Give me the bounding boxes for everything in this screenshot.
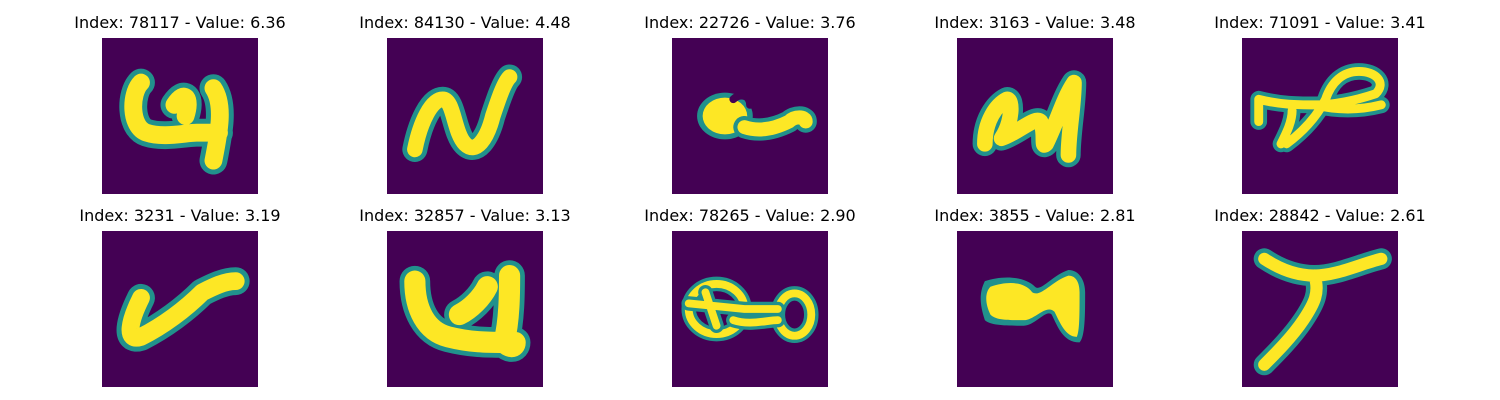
panel-title: Index: 84130 - Value: 4.48 [359, 13, 571, 32]
panel-5: Index: 71091 - Value: 3.41 [1190, 13, 1450, 203]
panel-2: Index: 84130 - Value: 4.48 [335, 13, 595, 203]
panel-title: Index: 22726 - Value: 3.76 [644, 13, 856, 32]
digit-image-m-like [957, 231, 1113, 387]
digit-image-loop-like [1242, 38, 1398, 194]
panel-title: Index: 3231 - Value: 3.19 [79, 206, 281, 225]
panel-7: Index: 32857 - Value: 3.13 [335, 206, 595, 396]
panel-1: Index: 78117 - Value: 6.36 [50, 13, 310, 203]
panel-title: Index: 71091 - Value: 3.41 [1214, 13, 1426, 32]
panel-8: Index: 78265 - Value: 2.90 [620, 206, 880, 396]
digit-image-n-like [387, 38, 543, 194]
panel-title: Index: 3163 - Value: 3.48 [934, 13, 1136, 32]
panel-title: Index: 32857 - Value: 3.13 [359, 206, 571, 225]
digit-image-a-like [672, 38, 828, 194]
digit-image-double-o-like [672, 231, 828, 387]
panel-title: Index: 78117 - Value: 6.36 [74, 13, 286, 32]
panel-9: Index: 3855 - Value: 2.81 [905, 206, 1165, 396]
panel-title: Index: 78265 - Value: 2.90 [644, 206, 856, 225]
panel-title: Index: 3855 - Value: 2.81 [934, 206, 1136, 225]
digit-image-v-like [102, 231, 258, 387]
digit-image-cursive-like [957, 38, 1113, 194]
digit-image-y-like [1242, 231, 1398, 387]
panel-10: Index: 28842 - Value: 2.61 [1190, 206, 1450, 396]
digit-image-9-like [102, 38, 258, 194]
panel-title: Index: 28842 - Value: 2.61 [1214, 206, 1426, 225]
digit-image-u-like [387, 231, 543, 387]
panel-6: Index: 3231 - Value: 3.19 [50, 206, 310, 396]
panel-3: Index: 22726 - Value: 3.76 [620, 13, 880, 203]
panel-4: Index: 3163 - Value: 3.48 [905, 13, 1165, 203]
